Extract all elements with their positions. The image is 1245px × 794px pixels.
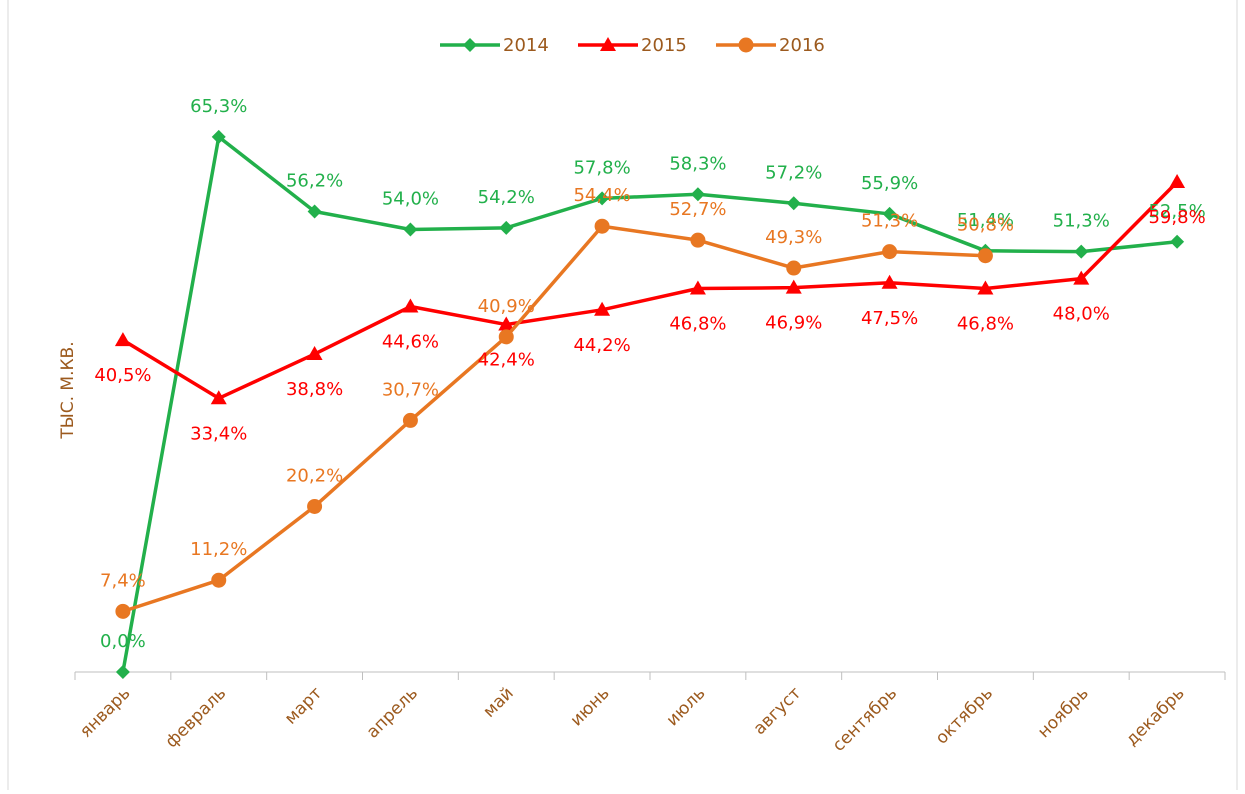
- data-label: 33,4%: [190, 423, 247, 444]
- data-point: [115, 603, 131, 619]
- x-tick-label: ноябрь: [1034, 683, 1093, 742]
- data-point: [785, 279, 802, 294]
- data-point: [1170, 234, 1185, 249]
- data-point: [786, 260, 802, 276]
- data-label: 57,8%: [573, 157, 630, 178]
- data-label: 47,5%: [861, 308, 918, 329]
- data-point: [211, 129, 226, 144]
- legend-marker: [463, 38, 477, 52]
- x-tick-label: октябрь: [932, 683, 997, 748]
- data-point: [402, 412, 418, 428]
- data-label: 59,8%: [1148, 207, 1205, 228]
- data-label: 52,5%: [1148, 201, 1205, 222]
- data-label: 11,2%: [190, 539, 247, 560]
- data-point: [403, 222, 418, 237]
- data-point: [307, 498, 323, 514]
- legend-label: 2015: [641, 35, 687, 56]
- data-label: 54,4%: [573, 185, 630, 206]
- data-point: [114, 332, 131, 347]
- x-tick-label: декабрь: [1122, 683, 1189, 750]
- data-point: [499, 220, 514, 235]
- data-point: [1169, 173, 1186, 188]
- data-point: [498, 316, 515, 331]
- data-point: [594, 218, 610, 234]
- data-label: 30,7%: [382, 379, 439, 400]
- data-label: 44,2%: [573, 335, 630, 356]
- data-point: [594, 301, 611, 316]
- legend-label: 2014: [503, 35, 549, 56]
- chart-frame: [7, 0, 1238, 794]
- data-point: [595, 191, 610, 206]
- legend-label: 2016: [779, 35, 825, 56]
- data-point: [402, 298, 419, 313]
- data-point: [115, 665, 130, 679]
- data-point: [306, 346, 323, 361]
- x-tick-label: август: [750, 683, 806, 739]
- data-label: 52,7%: [669, 199, 726, 220]
- data-point: [498, 329, 514, 345]
- legend-marker: [600, 37, 616, 51]
- series-line: [122, 180, 1179, 401]
- data-point: [210, 390, 227, 405]
- data-label: 46,9%: [765, 313, 822, 334]
- data-label: 42,4%: [478, 350, 535, 371]
- x-tick-label: май: [479, 683, 517, 721]
- data-label: 51,3%: [1053, 211, 1110, 232]
- data-label: 38,8%: [286, 379, 343, 400]
- data-point: [690, 187, 705, 202]
- data-label: 49,3%: [765, 227, 822, 248]
- legend-marker: [738, 37, 754, 53]
- data-label: 40,9%: [478, 296, 535, 317]
- data-label: 57,2%: [765, 162, 822, 183]
- x-tick-label: январь: [76, 683, 134, 741]
- data-label: 51,3%: [861, 211, 918, 232]
- x-tick-label: июль: [663, 683, 710, 730]
- data-label: 44,6%: [382, 332, 439, 353]
- data-label: 20,2%: [286, 465, 343, 486]
- y-axis-label: ТЫС. М.КВ.: [58, 341, 78, 439]
- x-tick-label: февраль: [162, 683, 231, 752]
- data-label: 40,5%: [94, 365, 151, 386]
- data-point: [1073, 270, 1090, 285]
- data-label: 54,2%: [478, 187, 535, 208]
- data-point: [881, 274, 898, 289]
- x-tick-label: сентябрь: [829, 683, 901, 755]
- data-label: 55,9%: [861, 173, 918, 194]
- data-label: 7,4%: [100, 570, 146, 591]
- x-tick-label: июнь: [567, 683, 614, 730]
- data-point: [882, 206, 897, 221]
- data-point: [786, 196, 801, 211]
- series-line: [122, 224, 986, 614]
- data-point: [211, 572, 227, 588]
- data-label: 46,8%: [957, 314, 1014, 335]
- data-label: 56,2%: [286, 170, 343, 191]
- data-label: 65,3%: [190, 96, 247, 117]
- data-point: [1074, 244, 1089, 259]
- data-point: [882, 244, 898, 260]
- data-point: [690, 232, 706, 248]
- data-label: 46,8%: [669, 314, 726, 335]
- x-tick-label: апрель: [363, 683, 422, 742]
- data-label: 0,0%: [100, 631, 146, 652]
- data-label: 50,8%: [957, 215, 1014, 236]
- data-point: [977, 280, 994, 295]
- data-label: 51,4%: [957, 210, 1014, 231]
- data-point: [307, 204, 322, 219]
- data-point: [689, 280, 706, 295]
- data-label: 58,3%: [669, 153, 726, 174]
- data-label: 48,0%: [1053, 304, 1110, 325]
- series-line: [121, 135, 1178, 673]
- data-point: [977, 248, 993, 264]
- data-label: 54,0%: [382, 189, 439, 210]
- x-tick-label: март: [281, 683, 326, 728]
